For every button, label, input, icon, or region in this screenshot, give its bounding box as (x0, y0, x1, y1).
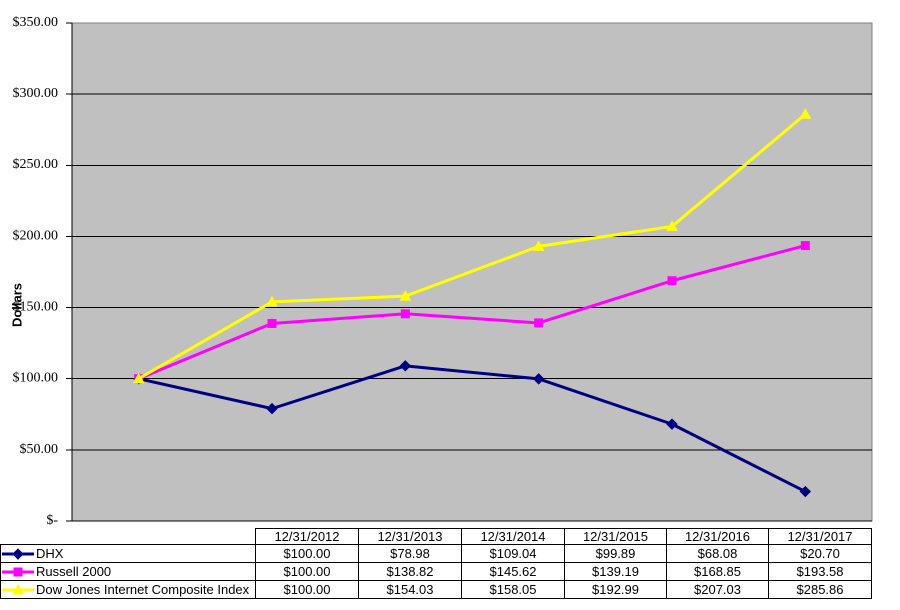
legend-marker-dow-jones-icon (2, 584, 34, 595)
data-point-dow-jones-internet-composite-index (799, 108, 812, 119)
value-cell: $138.82 (358, 562, 462, 581)
data-point-russell-2000 (267, 318, 277, 328)
table-row-dhx: DHX $100.00 $78.98 $109.04 $99.89 $68.08… (0, 544, 872, 563)
legend-marker-shape (12, 548, 24, 560)
y-axis-tick-label: $300.00 (13, 86, 59, 101)
y-axis-ticks (66, 22, 72, 522)
series-label-russell-2000: Russell 2000 (36, 563, 112, 579)
performance-line-chart: $- $50.00 $100.00 $150.00 $200.00 $250.00 $300… (10, 15, 873, 528)
data-point-dhx (666, 418, 678, 430)
value-cell: $100.00 (255, 580, 359, 599)
legend-cell-dow-jones: Dow Jones Internet Composite Index (0, 580, 256, 599)
data-point-dhx (799, 485, 812, 498)
y-axis-tick-labels: $- $50.00 $100.00 $150.00 $200.00 $250.00 $300… (13, 15, 59, 528)
legend-marker-dhx-icon (2, 548, 34, 560)
data-point-dhx (532, 373, 545, 385)
legend-cell-russell-2000: Russell 2000 (0, 562, 256, 581)
y-axis-tick-label: $100.00 (13, 371, 59, 386)
y-axis-tick-label: $- (46, 513, 58, 528)
axes (71, 23, 872, 522)
data-point-dow-jones-internet-composite-index (532, 240, 545, 251)
date-header: 12/31/2015 (564, 528, 667, 545)
y-axis-tick-label: $250.00 (13, 157, 59, 172)
series-label-dhx: DHX (36, 545, 64, 561)
value-cell: $78.98 (358, 544, 462, 563)
data-point-russell-2000 (534, 318, 544, 328)
value-cell: $99.89 (564, 544, 667, 563)
performance-data-table: 12/31/2012 12/31/2013 12/31/2014 12/31/2… (0, 528, 872, 599)
value-cell: $139.19 (564, 562, 667, 581)
value-cell: $285.86 (768, 580, 872, 599)
value-cell: $168.85 (666, 562, 769, 581)
series-line-dow-jones-internet-composite-index (137, 113, 807, 381)
date-header: 12/31/2013 (358, 528, 462, 545)
data-point-dow-jones-internet-composite-index (132, 372, 145, 384)
date-header: 12/31/2017 (768, 528, 872, 545)
date-header: 12/31/2016 (666, 528, 769, 545)
value-cell: $100.00 (255, 562, 359, 581)
y-axis-tick-label: $350.00 (13, 15, 59, 30)
y-axis-title: Dollars (10, 283, 25, 327)
table-header-row: 12/31/2012 12/31/2013 12/31/2014 12/31/2… (1, 528, 872, 545)
data-point-dhx (266, 402, 278, 415)
value-cell: $20.70 (768, 544, 872, 563)
value-cell: $68.08 (666, 544, 769, 563)
series-line-russell-2000 (138, 244, 806, 381)
y-axis-tick-label: $150.00 (13, 299, 59, 314)
data-point-russell-2000 (800, 241, 810, 251)
legend-marker-shape (12, 584, 24, 595)
value-cell: $192.99 (564, 580, 667, 599)
table-row-russell-2000: Russell 2000 $100.00 $138.82 $145.62 $13… (0, 562, 872, 581)
legend-cell-dhx: DHX (0, 544, 256, 563)
y-axis-tick-label: $200.00 (13, 228, 59, 243)
data-point-dhx (399, 360, 412, 372)
data-point-dow-jones-internet-composite-index (266, 295, 278, 307)
value-cell: $145.62 (461, 562, 565, 581)
series-line-dhx (138, 364, 807, 493)
value-cell: $158.05 (461, 580, 565, 599)
data-point-russell-2000 (667, 276, 677, 286)
y-axis-tick-label: $50.00 (20, 442, 59, 457)
value-cell: $109.04 (461, 544, 565, 563)
value-cell: $193.58 (768, 562, 872, 581)
table-row-dow-jones-internet-composite-index: Dow Jones Internet Composite Index $100.… (0, 580, 872, 599)
value-cell: $207.03 (666, 580, 769, 599)
data-point-dow-jones-internet-composite-index (399, 290, 412, 301)
date-header: 12/31/2012 (255, 528, 359, 545)
legend-marker-russell-2000-icon (2, 567, 34, 577)
data-point-russell-2000 (400, 309, 410, 319)
series-lines (132, 108, 812, 498)
legend-marker-shape (13, 567, 23, 577)
data-point-dow-jones-internet-composite-index (666, 220, 678, 231)
date-header: 12/31/2014 (461, 528, 565, 545)
series-label-dow-jones: Dow Jones Internet Composite Index (36, 581, 250, 597)
table-corner-cell (1, 529, 256, 545)
value-cell: $154.03 (358, 580, 462, 599)
gridlines (72, 93, 872, 451)
value-cell: $100.00 (255, 544, 359, 563)
